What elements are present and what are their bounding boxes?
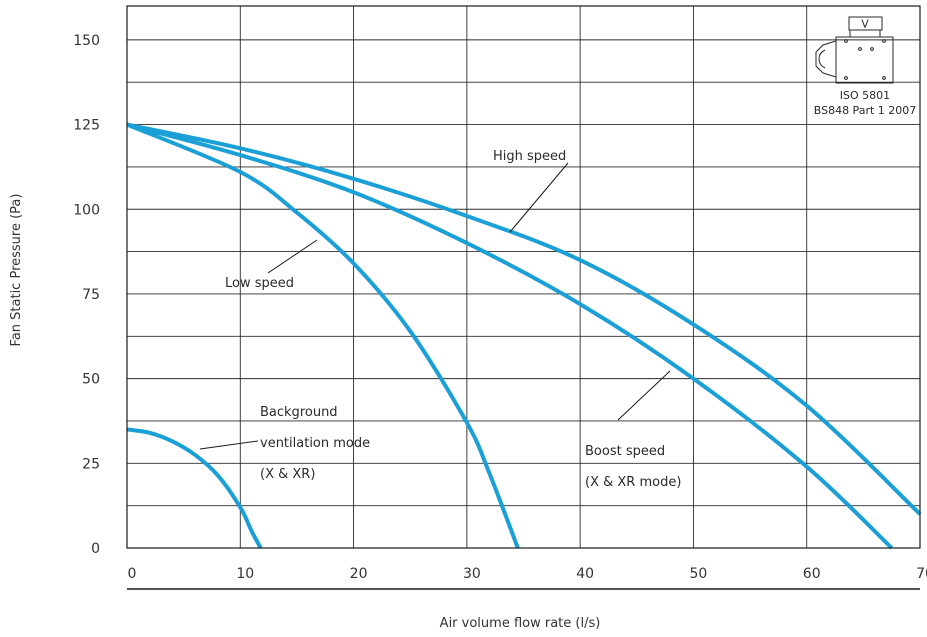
y-tick-label: 100 bbox=[73, 202, 100, 218]
y-tick-label: 150 bbox=[73, 33, 100, 49]
boost-speed-curve bbox=[126, 122, 894, 550]
y-tick-label: 0 bbox=[91, 541, 100, 557]
grid bbox=[127, 6, 920, 548]
high-speed-label-leader bbox=[509, 162, 569, 233]
x-tick-label: 0 bbox=[128, 566, 137, 582]
x-tick-label: 70 bbox=[916, 566, 927, 582]
reference-line-1: ISO 5801 bbox=[840, 89, 890, 102]
x-axis-ticks: 0 10 20 30 40 50 60 70 bbox=[128, 566, 927, 582]
plot-frame bbox=[126, 5, 921, 549]
background-mode-label-line-2: ventilation mode bbox=[260, 436, 370, 451]
high-speed-label-line-1: High speed bbox=[493, 149, 566, 164]
fan-test-rig-icon bbox=[815, 16, 894, 84]
background-mode-label-line-3: (X & XR) bbox=[260, 467, 315, 482]
iso-standard-reference: V ISO 5801 BS848 Part 1 2007 bbox=[814, 16, 917, 117]
x-tick-label: 20 bbox=[350, 566, 368, 582]
background-ventilation-curve bbox=[126, 427, 263, 549]
x-tick-label: 40 bbox=[576, 566, 594, 582]
boost-speed-label-leader bbox=[617, 370, 671, 421]
background-mode-label-line-1: Background bbox=[260, 405, 338, 420]
y-axis-ticks: 0 25 50 75 100 125 150 bbox=[73, 33, 100, 557]
boost-speed-label-line-1: Boost speed bbox=[585, 444, 665, 459]
performance-curves bbox=[126, 122, 922, 550]
x-tick-label: 60 bbox=[803, 566, 821, 582]
x-axis-title: Air volume flow rate (l/s) bbox=[440, 616, 601, 631]
y-tick-label: 125 bbox=[73, 118, 100, 134]
low-speed-label-leader bbox=[267, 239, 318, 274]
y-tick-label: 25 bbox=[82, 456, 100, 472]
high-speed-curve bbox=[126, 122, 922, 516]
x-tick-label: 30 bbox=[463, 566, 481, 582]
background-mode-label-leader bbox=[199, 440, 259, 450]
x-tick-label: 10 bbox=[236, 566, 254, 582]
y-tick-label: 50 bbox=[82, 372, 100, 388]
low-speed-label-line-1: Low speed bbox=[225, 276, 294, 291]
curve-annotations: High speed Low speed Background ventilation… bbox=[199, 149, 681, 490]
reference-line-2: BS848 Part 1 2007 bbox=[814, 104, 917, 117]
boost-speed-label-line-2: (X & XR mode) bbox=[585, 475, 681, 490]
low-speed-curve bbox=[126, 122, 520, 549]
reference-icon-label: V bbox=[861, 18, 869, 31]
x-tick-label: 50 bbox=[690, 566, 708, 582]
y-tick-label: 75 bbox=[82, 287, 100, 303]
y-axis-title: Fan Static Pressure (Pa) bbox=[9, 194, 24, 347]
